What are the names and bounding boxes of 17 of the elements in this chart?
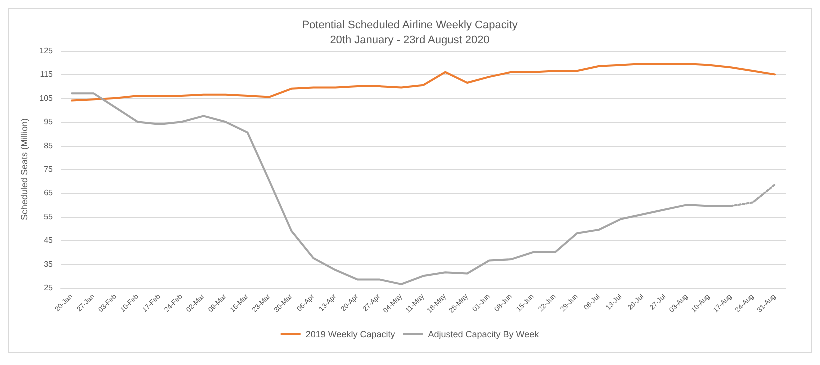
legend-label: 2019 Weekly Capacity: [306, 330, 396, 340]
y-tick-label: 125: [40, 46, 54, 56]
y-tick-label: 85: [44, 141, 54, 150]
y-tick-label: 35: [44, 260, 54, 269]
y-tick-label: 45: [44, 236, 54, 246]
y-tick-label: 75: [44, 165, 54, 174]
y-tick-label: 25: [44, 284, 54, 292]
chart-subtitle: 20th January - 23rd August 2020: [330, 34, 490, 46]
y-tick-label: 55: [44, 212, 54, 222]
line-series: [70, 63, 776, 102]
y-tick-label: 65: [44, 188, 54, 198]
y-tick-label: 105: [40, 94, 54, 103]
y-tick-label: 95: [44, 118, 54, 127]
y-tick-label: 115: [40, 70, 54, 80]
legend-label: Adjusted Capacity By Week: [428, 330, 540, 340]
y-axis-title: Scheduled Seats (Million): [19, 118, 30, 221]
chart-title: Potential Scheduled Airline Weekly Capacity: [302, 20, 518, 32]
